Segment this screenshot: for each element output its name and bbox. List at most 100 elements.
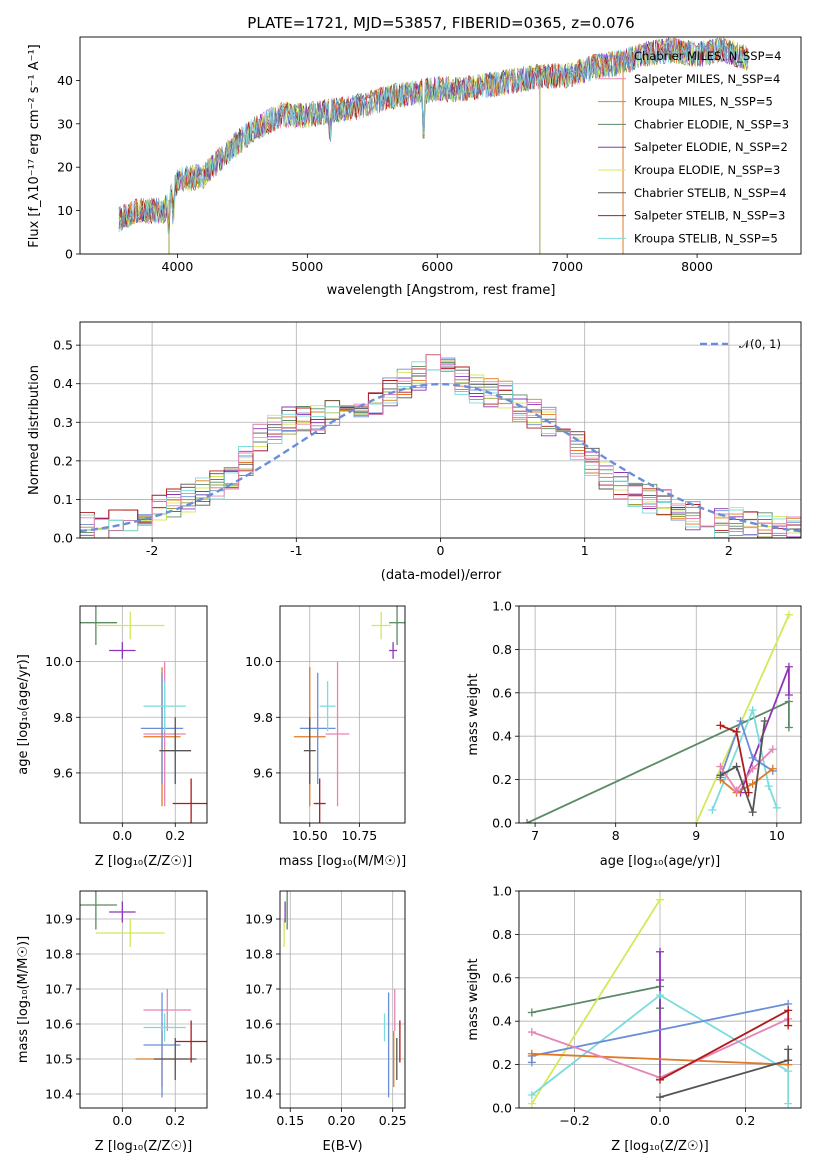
- series-marker: [760, 717, 769, 726]
- mass_vs_Z-ylabel: mass [log₁₀(M/M☉)]: [16, 936, 31, 1063]
- x-tick-label: 4000: [162, 259, 194, 274]
- series-marker: [784, 723, 793, 732]
- y-tick-label: 10.5: [245, 1052, 273, 1067]
- series-marker: [732, 727, 741, 736]
- weight_vs_age-xlabel: age [log₁₀(age/yr)]: [600, 854, 721, 869]
- age_vs_Z-ylabel: age [log₁₀(age/yr)]: [16, 654, 31, 775]
- series-marker: [764, 782, 773, 791]
- spectrum-series-line: [118, 37, 749, 233]
- residuals-frame: [79, 321, 802, 539]
- x-tick-label: 8: [612, 828, 620, 843]
- series-marker: [768, 745, 777, 754]
- spectrum-xlabel: wavelength [Angstrom, rest frame]: [327, 283, 556, 298]
- x-tick-label: 0.0: [650, 1113, 670, 1128]
- y-tick-label: 10.5: [45, 1052, 73, 1067]
- series-marker: [527, 1028, 536, 1037]
- series-line: [695, 614, 790, 823]
- y-tick-label: 10: [57, 203, 73, 218]
- y-tick-label: 0.0: [492, 1101, 512, 1116]
- y-tick-label: 10.8: [245, 947, 273, 962]
- y-tick-label: 9.8: [253, 710, 273, 725]
- series-marker: [708, 805, 717, 814]
- series-marker: [736, 717, 745, 726]
- mass_vs_Z-xlabel: Z [log₁₀(Z/Z☉)]: [95, 1139, 192, 1154]
- spectrum-series-line: [118, 37, 749, 234]
- y-tick-label: 9.6: [253, 765, 273, 780]
- series-marker: [527, 1049, 536, 1058]
- series-marker: [784, 610, 793, 619]
- spectrum-series-line: [118, 38, 749, 230]
- series-marker: [527, 1099, 536, 1108]
- x-tick-label: 6000: [421, 259, 453, 274]
- y-tick-label: 10.9: [45, 912, 73, 927]
- spectrum-series-line: [118, 37, 749, 232]
- spectrum-ylabel: Flux [f_λ10⁻¹⁷ erg cm⁻² s⁻¹ A⁻¹]: [27, 44, 42, 248]
- x-tick-label: 0.15: [276, 1113, 304, 1128]
- weight_vs_Z-frame: [518, 890, 802, 1109]
- age_vs_Z-marks: [80, 606, 207, 823]
- series-marker: [656, 895, 664, 904]
- mass_vs_ebv-frame: [279, 890, 406, 1109]
- legend-label: Chabrier ELODIE, N_SSP=3: [634, 117, 789, 131]
- weight_vs_Z-ylabel: mass weight: [466, 958, 481, 1040]
- series-marker: [527, 1008, 536, 1017]
- y-tick-label: 10.0: [245, 654, 273, 669]
- x-tick-label: 0.25: [379, 1113, 407, 1128]
- spectrum-series-line: [118, 37, 749, 233]
- series-marker: [784, 1056, 793, 1065]
- series-marker: [656, 1093, 664, 1102]
- y-tick-label: 10.6: [245, 1017, 273, 1032]
- mass_vs_Z-grid: [80, 891, 207, 1108]
- series-marker: [748, 706, 757, 715]
- series-marker: [692, 819, 701, 823]
- spectrum-marks: [118, 37, 749, 254]
- x-tick-label: 9: [692, 828, 700, 843]
- series-line: [719, 718, 774, 778]
- weight_vs_age-ylabel: mass weight: [466, 673, 481, 755]
- y-tick-label: 0.6: [492, 970, 512, 985]
- y-tick-label: 10.4: [245, 1087, 273, 1102]
- y-tick-label: 10.0: [45, 654, 73, 669]
- series-marker: [748, 764, 757, 773]
- y-tick-label: 10.6: [45, 1017, 73, 1032]
- mass_vs_ebv-marks: [283, 891, 401, 1098]
- x-tick-label: 7: [531, 828, 539, 843]
- y-tick-label: 0: [65, 247, 73, 262]
- legend-label: Kroupa ELODIE, N_SSP=3: [634, 163, 780, 177]
- residuals-ylabel: Normed distribution: [27, 365, 42, 495]
- y-tick-label: 10.7: [245, 982, 273, 997]
- spectrum-title: PLATE=1721, MJD=53857, FIBERID=0365, z=0…: [247, 14, 634, 32]
- legend-label: Chabrier STELIB, N_SSP=4: [634, 186, 786, 200]
- series-line: [719, 748, 774, 793]
- residuals-xlabel: (data-model)/error: [381, 568, 502, 583]
- legend-label: Chabrier MILES, N_SSP=4: [634, 49, 781, 63]
- y-tick-label: 0.8: [492, 642, 512, 657]
- series-marker: [772, 803, 781, 812]
- series-marker: [744, 788, 753, 797]
- series-line: [531, 899, 661, 1105]
- x-tick-label: 1: [581, 543, 589, 558]
- x-tick-label: -1: [290, 543, 302, 558]
- y-tick-label: 0.4: [492, 729, 512, 744]
- x-tick-label: 5000: [291, 259, 323, 274]
- histogram-step: [80, 354, 801, 538]
- series-marker: [784, 662, 793, 671]
- series-line: [531, 1052, 789, 1066]
- y-tick-label: 20: [57, 160, 73, 175]
- x-tick-label: 0.20: [328, 1113, 356, 1128]
- x-tick-label: 10: [769, 828, 785, 843]
- y-tick-label: 0.6: [492, 685, 512, 700]
- x-tick-label: -2: [146, 543, 158, 558]
- spectrum-series-line: [118, 37, 749, 233]
- series-marker: [716, 721, 725, 730]
- mass_vs_Z-marks: [80, 891, 207, 1098]
- legend-label: Salpeter ELODIE, N_SSP=2: [634, 140, 788, 154]
- age_vs_Z-grid: [80, 606, 207, 823]
- y-tick-label: 1.0: [492, 599, 512, 614]
- spectrum-frame: [79, 36, 802, 255]
- y-tick-label: 0.4: [492, 1014, 512, 1029]
- legend-label: Salpeter MILES, N_SSP=4: [634, 72, 780, 86]
- series-marker: [748, 753, 757, 762]
- y-tick-label: 10.4: [45, 1087, 73, 1102]
